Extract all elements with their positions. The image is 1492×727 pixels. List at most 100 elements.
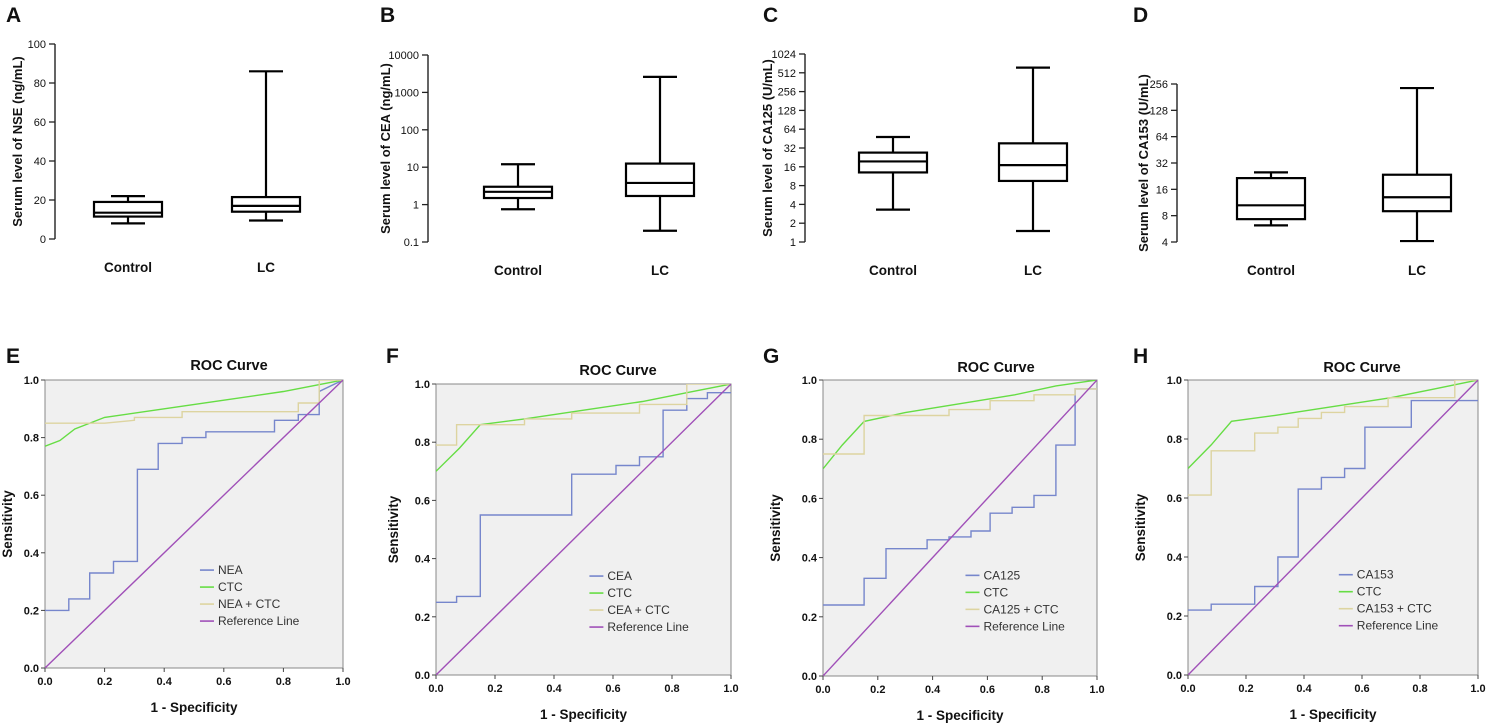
roc-series-ctc — [436, 384, 731, 472]
roc-series-ca153-ctc — [1188, 380, 1478, 496]
y-tick-label: 4 — [1162, 237, 1168, 249]
category-label: LC — [1024, 263, 1042, 278]
box-control — [857, 135, 929, 211]
x-axis-label: 1 - Specificity — [1289, 707, 1377, 722]
roc-title: ROC Curve — [1323, 360, 1400, 376]
legend: NEA CTC NEA + CTC Reference Line — [199, 563, 300, 628]
x-tick-label: 0.8 — [276, 676, 291, 688]
y-tick-label: 0.2 — [24, 605, 39, 617]
y-tick-label: 8 — [790, 181, 796, 193]
legend-label: CA125 + CTC — [983, 602, 1058, 616]
panel-label: G — [763, 345, 779, 368]
series-group — [45, 380, 343, 668]
y-tick-label: 1024 — [772, 49, 796, 61]
y-tick-label: 0.6 — [802, 493, 817, 505]
iqr-box — [230, 195, 302, 213]
roc-panel-g: G ROC Curve 0.0 0.2 0.4 0.6 0.8 1.0 0.0 0.2 0.4 0.6… — [763, 345, 1105, 723]
roc-panel-f: F ROC Curve 0.0 0.2 0.4 0.6 0.8 1.0 0.0 0.2 0.4 0.6… — [386, 345, 739, 722]
y-tick-label: 0.2 — [802, 612, 817, 624]
x-tick-label: 0.4 — [157, 676, 173, 688]
box-lc — [997, 66, 1069, 233]
roc-series-cea-ctc — [436, 384, 731, 446]
box-control — [482, 163, 554, 211]
y-axis-label: Serum level of NSE (ng/mL) — [10, 56, 25, 226]
legend-label: CA125 — [983, 568, 1020, 582]
legend-label: CEA — [607, 569, 632, 583]
y-tick-label: 0.8 — [24, 433, 39, 445]
series-group — [436, 384, 731, 675]
legend-label: NEA — [218, 563, 243, 577]
y-tick-label: 8 — [1162, 211, 1168, 223]
panel-label: E — [6, 345, 20, 368]
legend-label: Reference Line — [983, 619, 1065, 633]
category-label: LC — [651, 263, 669, 278]
y-tick-label: 0.2 — [415, 612, 430, 624]
legend-label: CTC — [1357, 585, 1382, 599]
x-tick-label: 0.4 — [925, 684, 941, 696]
y-tick-label: 60 — [34, 117, 46, 129]
y-tick-label: 256 — [1150, 79, 1168, 91]
y-tick-label: 0.8 — [415, 437, 430, 449]
legend: CEA CTC CEA + CTC Reference Line — [589, 569, 689, 634]
y-tick-label: 0.6 — [415, 495, 430, 507]
panel-label: F — [386, 345, 399, 368]
y-tick-label: 0.0 — [24, 663, 39, 675]
series-group — [1188, 380, 1478, 675]
y-tick-label: 0.2 — [1167, 611, 1182, 623]
roc-panel-h: H ROC Curve 0.0 0.2 0.4 0.6 0.8 1.0 0.0 0.2 0.4 0.6… — [1133, 345, 1486, 722]
legend: CA153 CTC CA153 + CTC Reference Line — [1338, 568, 1439, 633]
y-tick-label: 2 — [790, 218, 796, 230]
legend-label: CA153 + CTC — [1357, 602, 1432, 616]
y-tick-label: 64 — [784, 124, 796, 136]
y-tick-label: 1.0 — [415, 379, 430, 391]
y-tick-label: 20 — [34, 195, 46, 207]
roc-series-reference-line — [1188, 380, 1478, 675]
x-tick-label: 0.8 — [1412, 683, 1427, 695]
roc-series-reference-line — [436, 384, 731, 675]
x-tick-label: 0.0 — [1180, 683, 1195, 695]
category-label: LC — [1408, 263, 1426, 278]
y-tick-label: 10 — [407, 162, 419, 174]
roc-series-ca125 — [823, 388, 1097, 606]
iqr-box — [1381, 173, 1453, 213]
y-axis-label: Sensitivity — [386, 495, 401, 563]
x-tick-label: 0.6 — [1354, 683, 1369, 695]
x-tick-label: 1.0 — [723, 683, 738, 695]
legend-label: CTC — [983, 585, 1008, 599]
legend-label: Reference Line — [218, 614, 300, 628]
x-tick-label: 0.6 — [605, 683, 620, 695]
legend-label: Reference Line — [607, 620, 689, 634]
iqr-box — [624, 162, 696, 198]
x-tick-label: 1.0 — [1089, 684, 1104, 696]
box-control — [1235, 171, 1307, 227]
y-tick-label: 4 — [790, 199, 796, 211]
y-axis-label: Sensitivity — [1133, 493, 1148, 561]
x-tick-label: 0.0 — [815, 684, 830, 696]
roc-title: ROC Curve — [579, 363, 656, 379]
box-lc — [230, 70, 302, 222]
y-axis-label: Sensitivity — [0, 490, 15, 558]
roc-series-ctc — [823, 380, 1097, 470]
y-tick-label: 10000 — [388, 50, 419, 62]
category-label: Control — [104, 260, 152, 275]
x-tick-label: 0.4 — [1296, 683, 1312, 695]
y-tick-label: 0.4 — [24, 548, 40, 560]
y-tick-label: 0.6 — [1167, 493, 1182, 505]
y-tick-label: 512 — [778, 68, 796, 80]
x-tick-label: 1.0 — [335, 676, 350, 688]
roc-series-reference-line — [823, 380, 1097, 676]
category-label: Control — [494, 263, 542, 278]
category-label: LC — [257, 260, 275, 275]
x-tick-label: 0.8 — [664, 683, 679, 695]
roc-series-ca153 — [1188, 399, 1478, 611]
y-axis-label: Sensitivity — [768, 494, 783, 562]
y-tick-label: 0.4 — [802, 553, 818, 565]
category-label: Control — [1247, 263, 1295, 278]
y-tick-label: 80 — [34, 78, 46, 90]
panel-label: B — [380, 4, 395, 27]
y-tick-label: 100 — [401, 125, 419, 137]
legend: CA125 CTC CA125 + CTC Reference Line — [965, 568, 1065, 633]
